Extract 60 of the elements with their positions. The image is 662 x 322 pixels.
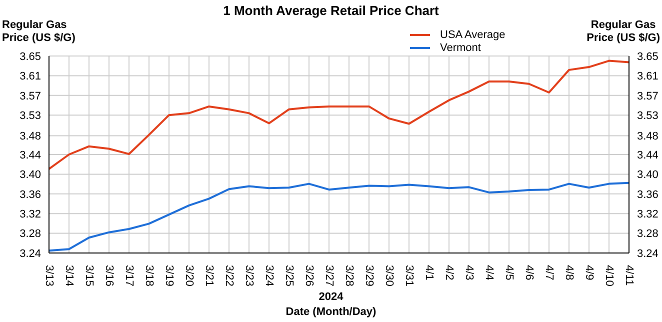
y2-tick-label: 3.48	[637, 130, 658, 143]
x-tick-label: 3/23	[243, 265, 255, 286]
y2-tick-label: 3.40	[637, 169, 658, 182]
x-tick-label: 4/11	[623, 265, 635, 286]
y2-tick-label: 3.61	[637, 70, 658, 83]
y-tick-label: 3.24	[20, 248, 41, 260]
x-tick-label: 4/4	[483, 265, 495, 280]
x-tick-label: 3/13	[43, 265, 55, 286]
y-tick-label: 3.53	[20, 110, 41, 122]
x-tick-label: 4/9	[583, 265, 595, 280]
x-tick-label: 3/21	[203, 265, 215, 286]
x-tick-label: 3/26	[303, 265, 315, 286]
y-tick-label: 3.36	[20, 188, 41, 201]
y2-tick-label: 3.57	[637, 90, 658, 102]
x-tick-label: 4/7	[543, 265, 555, 280]
legend-label: Vermont	[440, 42, 481, 54]
x-tick-label: 3/24	[263, 265, 275, 286]
x-tick-label: 3/19	[163, 265, 175, 286]
legend-label: USA Average	[440, 28, 506, 40]
y-tick-label: 3.48	[20, 130, 41, 143]
x-tick-label: 3/27	[323, 265, 335, 286]
x-tick-label: 3/28	[343, 265, 355, 286]
y2-tick-label: 3.65	[637, 50, 658, 63]
x-tick-label: 3/14	[63, 265, 75, 286]
x-tick-label: 4/10	[603, 265, 615, 286]
x-tick-label: 3/15	[83, 265, 95, 286]
y-axis-title: Regular Gas Price (US $/G)	[2, 19, 76, 45]
x-tick-label: 4/3	[463, 265, 475, 280]
y-tick-label: 3.32	[20, 208, 41, 221]
x-tick-label: 4/6	[523, 265, 535, 280]
y2-tick-label: 3.53	[637, 110, 658, 122]
y2-tick-label: 3.32	[637, 208, 658, 221]
x-tick-label: 3/25	[283, 265, 295, 286]
x-tick-label: 3/18	[143, 265, 155, 286]
x-tick-label: 3/29	[363, 265, 375, 286]
text: 2024	[318, 291, 344, 303]
y-tick-label: 3.44	[20, 149, 41, 162]
y2-tick-label: 3.28	[637, 228, 658, 240]
x-tick-label: 4/8	[563, 265, 575, 280]
x-tick-label: 3/31	[403, 265, 415, 286]
x-tick-label: 4/2	[443, 265, 455, 280]
x-axis-title: Date (Month/Day)	[284, 306, 378, 318]
x-tick-label: 3/22	[223, 265, 235, 286]
y-tick-label: 3.28	[20, 228, 41, 240]
x-tick-label: 4/5	[503, 265, 515, 280]
line-series	[48, 60, 630, 170]
y-tick-label: 3.57	[20, 90, 41, 102]
y-tick-label: 3.61	[20, 70, 41, 83]
y2-tick-label: 3.44	[637, 149, 658, 162]
x-tick-label: 3/30	[383, 265, 395, 286]
y-tick-label: 3.65	[20, 50, 41, 63]
y2-axis-title: Regular Gas Price (US $/G)	[586, 19, 660, 45]
x-tick-label: 4/1	[423, 265, 435, 280]
y2-tick-label: 3.36	[637, 188, 658, 201]
y2-tick-label: 3.24	[637, 248, 658, 260]
chart-title: 1 Month Average Retail Price Chart	[222, 3, 440, 18]
y-tick-label: 3.40	[20, 169, 41, 182]
x-tick-label: 3/17	[123, 265, 135, 286]
x-tick-label: 3/16	[103, 265, 115, 286]
x-tick-label: 3/20	[183, 265, 195, 286]
